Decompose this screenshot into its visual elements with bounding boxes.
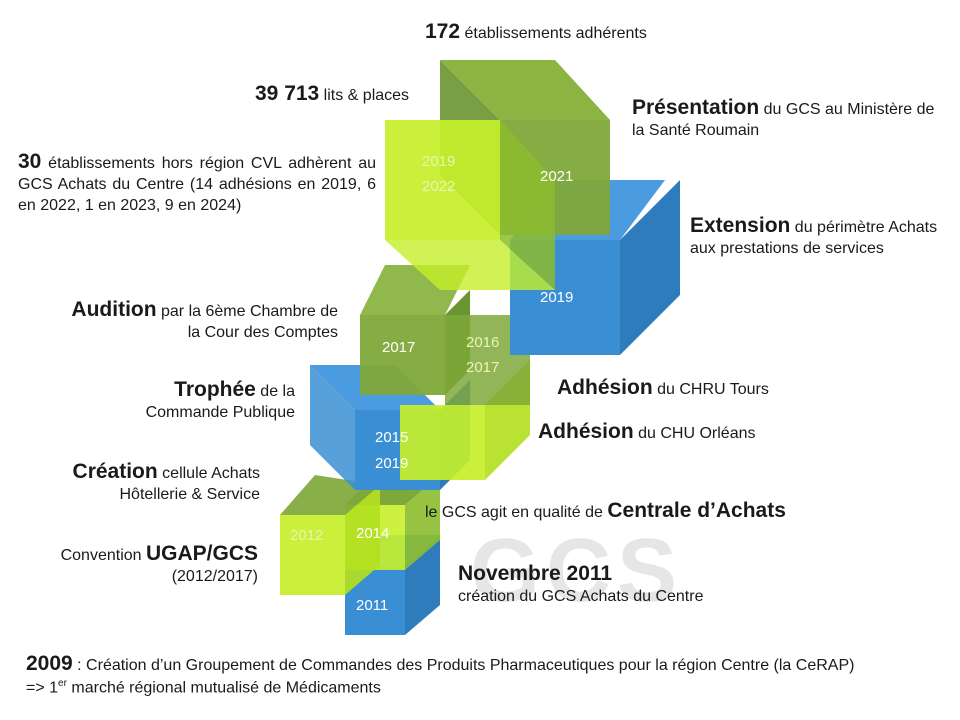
chru-title: Adhésion: [557, 376, 653, 399]
chu-title: Adhésion: [538, 420, 634, 443]
ugap-years: (2012/2017): [171, 568, 258, 586]
marche-sup: er: [58, 678, 67, 690]
creation-block: Création cellule Achats Hôtellerie & Ser…: [40, 458, 260, 506]
trophee-title: Trophée: [174, 378, 256, 401]
audition-block: Audition par la 6ème Chambre de la Cour …: [60, 296, 338, 344]
extension-block: Extension du périmètre Achats aux presta…: [690, 212, 950, 260]
outside-region-text: établissements hors région CVL adhèrent …: [18, 155, 376, 215]
audition-title: Audition: [71, 298, 157, 321]
chu-block: Adhésion du CHU Orléans: [538, 418, 838, 445]
chu-text: du CHU Orléans: [633, 425, 756, 442]
label-2021: 2021: [540, 168, 573, 185]
ugap-title: UGAP/GCS: [145, 542, 258, 565]
label-2019-b: 2019: [540, 289, 573, 306]
label-2011: 2011: [356, 597, 388, 614]
beds-text: lits & places: [319, 87, 410, 104]
label-2017: 2017: [382, 339, 415, 356]
beds-block: 39 713 lits & places: [255, 80, 455, 107]
establishments-text: établissements adhérents: [460, 25, 647, 42]
cube-2019-2022: [385, 120, 555, 290]
creation-text: cellule Achats Hôtellerie & Service: [119, 465, 261, 504]
creation-title: Création: [72, 460, 158, 483]
audition-text: par la 6ème Chambre de la Cour des Compt…: [156, 303, 338, 342]
label-2019-c: 2019: [422, 153, 455, 170]
y2009-title: 2009: [26, 652, 73, 675]
centrale-text: le GCS agit en qualité de: [425, 504, 608, 521]
establishments-count: 172: [425, 20, 461, 43]
trophee-block: Trophée de la Commande Publique: [100, 376, 295, 424]
beds-count: 39 713: [255, 82, 320, 105]
ugap-prefix: Convention: [60, 547, 146, 564]
y2009-text: : Création d’un Groupement de Commandes …: [72, 657, 855, 674]
label-2022: 2022: [422, 178, 455, 195]
nov2011-title: Novembre 2011: [458, 562, 613, 585]
chru-block: Adhésion du CHRU Tours: [557, 374, 857, 401]
presentation-title: Présentation: [632, 96, 760, 119]
presentation-text: du GCS au Ministère de la Santé Roumain: [632, 101, 935, 140]
centrale-block: le GCS agit en qualité de Centrale d’Ach…: [425, 497, 845, 524]
cube-2012: [280, 475, 380, 595]
extension-title: Extension: [690, 214, 791, 237]
label-2014: 2014: [356, 525, 389, 542]
establishments-block: 172 établissements adhérents: [425, 18, 745, 45]
chru-text: du CHRU Tours: [652, 381, 769, 398]
centrale-title: Centrale d’Achats: [607, 499, 786, 522]
nov2011-text: création du GCS Achats du Centre: [458, 588, 704, 606]
label-2015: 2015: [375, 429, 408, 446]
ugap-block: Convention UGAP/GCS (2012/2017): [20, 540, 258, 588]
label-2019-a: 2019: [375, 455, 408, 472]
presentation-block: Présentation du GCS au Ministère de la S…: [632, 94, 942, 142]
outside-region-count: 30: [18, 150, 42, 173]
marche-text: marché régional mutualisé de Médicaments: [66, 679, 381, 697]
extension-text: du périmètre Achats aux prestations de s…: [690, 219, 938, 258]
trophee-text: de la Commande Publique: [145, 383, 295, 422]
outside-region-block: 30 établissements hors région CVL adhère…: [18, 148, 376, 217]
marche-prefix: => 1: [26, 679, 59, 697]
cube-2016-2017: [400, 315, 530, 480]
label-2016: 2016: [466, 334, 499, 351]
label-2017-b: 2017: [466, 359, 499, 376]
label-2012: 2012: [290, 527, 323, 544]
gcs-watermark: GCS: [470, 521, 684, 621]
nov2011-block: Novembre 2011 création du GCS Achats du …: [458, 560, 758, 608]
y2009-block: 2009 : Création d’un Groupement de Comma…: [26, 650, 946, 699]
